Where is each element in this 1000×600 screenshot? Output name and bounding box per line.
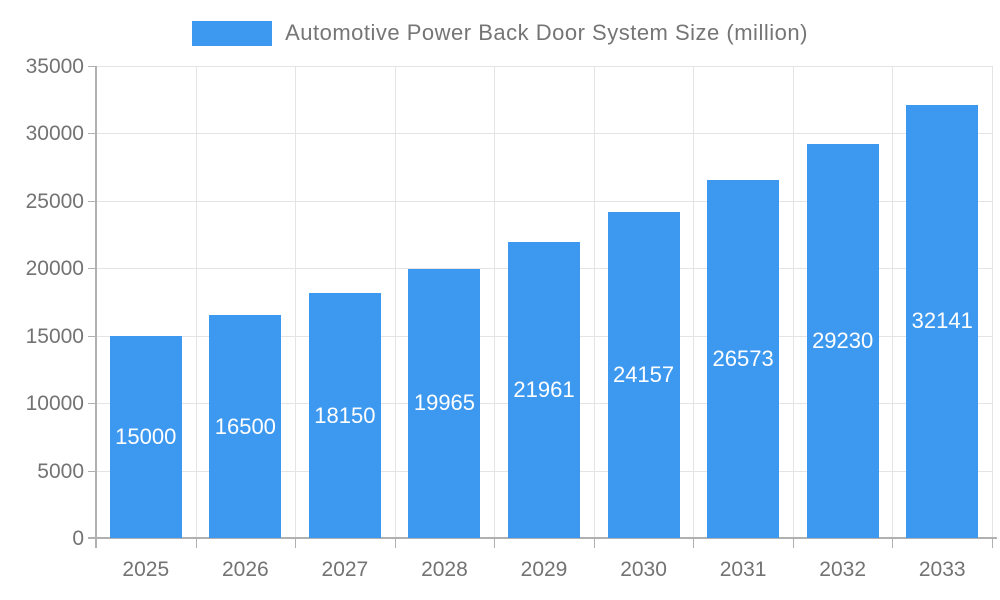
bar-value-label: 18150: [314, 402, 376, 428]
y-axis-tick-label: 30000: [25, 122, 84, 146]
x-axis-tick: [693, 538, 695, 548]
gridline-v: [195, 66, 197, 538]
bar-2031[interactable]: 26573: [707, 179, 780, 538]
gridline-v: [394, 66, 396, 538]
y-axis-tick: [88, 268, 96, 270]
bar-value-label: 26573: [712, 345, 774, 371]
x-axis-tick-label: 2026: [221, 558, 269, 581]
legend-swatch: [192, 20, 273, 46]
y-axis-line: [95, 66, 97, 548]
bar-value-label: 19965: [413, 390, 476, 416]
x-axis-tick-label: 2030: [620, 558, 667, 581]
x-axis-tick-label: 2028: [421, 558, 468, 581]
bar-2025[interactable]: 15000: [109, 335, 182, 538]
gridline-v: [892, 66, 894, 538]
x-axis-tick-label: 2033: [918, 558, 966, 581]
y-axis-tick-label: 0: [72, 527, 84, 550]
bar-2032[interactable]: 29230: [806, 143, 879, 538]
bar-value-label: 15000: [115, 423, 177, 449]
x-axis-tick: [394, 538, 396, 548]
gridline-h: [96, 66, 992, 67]
gridline-v: [593, 66, 595, 538]
y-axis-tick-label: 25000: [25, 189, 84, 213]
legend-label: Automotive Power Back Door System Size (…: [285, 20, 808, 45]
x-axis-tick-label: 2031: [719, 558, 767, 581]
bar-value-label: 29230: [812, 327, 874, 353]
x-axis-tick: [295, 538, 297, 548]
y-axis-tick: [88, 335, 96, 337]
y-axis-tick: [88, 133, 96, 135]
bar-2029[interactable]: 21961: [508, 241, 580, 538]
gridline-h: [96, 133, 992, 135]
bar-value-label: 32141: [911, 308, 973, 334]
y-axis-tick: [88, 470, 96, 472]
gridline-h: [96, 200, 992, 202]
bar-2028[interactable]: 19965: [408, 268, 481, 538]
gridline-v: [295, 66, 297, 538]
x-axis-line: [88, 537, 997, 539]
x-axis-tick-label: 2032: [819, 558, 867, 581]
bar-2030[interactable]: 24157: [607, 212, 680, 538]
x-axis-tick: [792, 538, 794, 548]
x-axis-tick: [892, 538, 894, 548]
x-axis-tick: [195, 538, 197, 548]
x-axis-tick: [494, 538, 496, 548]
y-axis-tick-label: 5000: [37, 459, 84, 483]
y-axis-tick: [88, 200, 96, 202]
bar-value-label: 24157: [612, 362, 675, 388]
x-axis-tick-label: 2027: [321, 558, 369, 581]
bar-2027[interactable]: 18150: [308, 293, 381, 538]
x-axis-tick-label: 2025: [122, 558, 170, 581]
x-axis-tick-label: 2029: [520, 558, 568, 581]
gridline-v: [992, 66, 993, 538]
gridline-v: [792, 66, 794, 538]
bar-value-label: 21961: [513, 376, 575, 402]
gridline-v: [494, 66, 496, 538]
y-axis-tick: [88, 403, 96, 405]
x-axis-tick: [992, 538, 993, 548]
y-axis-tick-label: 10000: [25, 392, 84, 416]
y-axis-tick-label: 20000: [25, 257, 84, 281]
bar-2033[interactable]: 32141: [906, 104, 979, 538]
gridline-v: [693, 66, 695, 538]
chart-legend[interactable]: Automotive Power Back Door System Size (…: [0, 18, 1000, 48]
y-axis-tick-label: 35000: [25, 55, 84, 78]
x-axis-tick: [593, 538, 595, 548]
y-axis-tick-label: 15000: [25, 324, 84, 348]
bar-2026[interactable]: 16500: [209, 315, 282, 538]
y-axis-tick: [88, 66, 96, 67]
bar-value-label: 16500: [214, 413, 276, 439]
